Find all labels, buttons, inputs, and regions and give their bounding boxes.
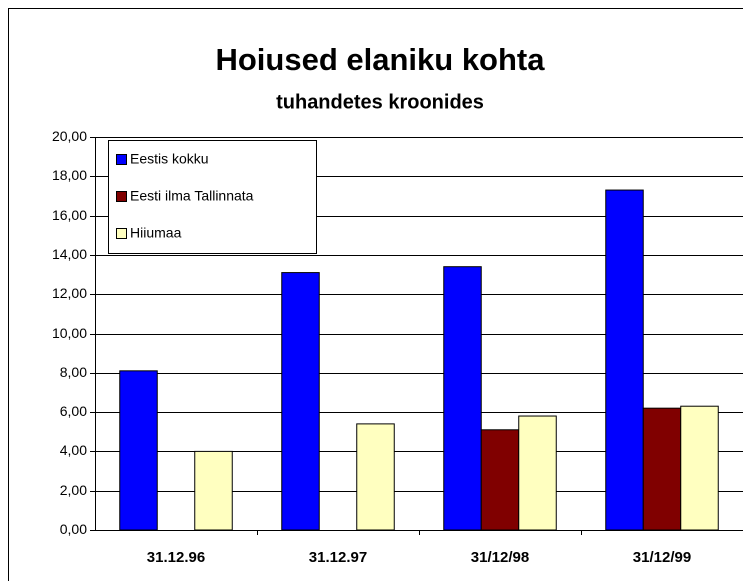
bar [680,405,719,531]
legend-swatch [116,191,127,202]
y-tick-label: 6,00 [60,403,87,419]
x-tick-label: 31.12.97 [309,549,367,566]
bar [356,423,395,531]
bar [281,272,320,531]
y-tick-label: 10,00 [52,325,87,341]
y-tick-label: 4,00 [60,442,87,458]
y-tick-label: 0,00 [60,521,87,537]
bar [642,407,682,531]
y-tick-label: 18,00 [52,167,87,183]
legend-box [108,140,317,254]
y-tick-label: 2,00 [60,482,87,498]
y-tick-label: 8,00 [60,364,87,380]
bar [605,189,644,531]
legend-label: Hiiumaa [130,225,182,241]
legend-swatch [116,154,127,165]
x-tick-label: 31.12.96 [147,549,205,566]
bar [443,266,482,531]
y-tick-label: 20,00 [52,128,87,144]
x-tick-label: 31/12/98 [471,549,529,566]
bar [119,370,158,531]
y-tick-label: 16,00 [52,207,87,223]
bar [480,429,520,531]
legend-swatch [116,228,127,239]
legend-label: Eesti ilma Tallinnata [130,188,254,204]
bar [194,450,233,531]
y-tick-label: 14,00 [52,246,87,262]
legend-label: Eestis kokku [130,151,209,167]
y-tick-label: 12,00 [52,285,87,301]
bar [518,415,557,531]
x-tick-label: 31/12/99 [633,549,691,566]
chart-title: Hoiused elaniku kohta [215,42,545,77]
chart-subtitle: tuhandetes kroonides [276,91,484,113]
